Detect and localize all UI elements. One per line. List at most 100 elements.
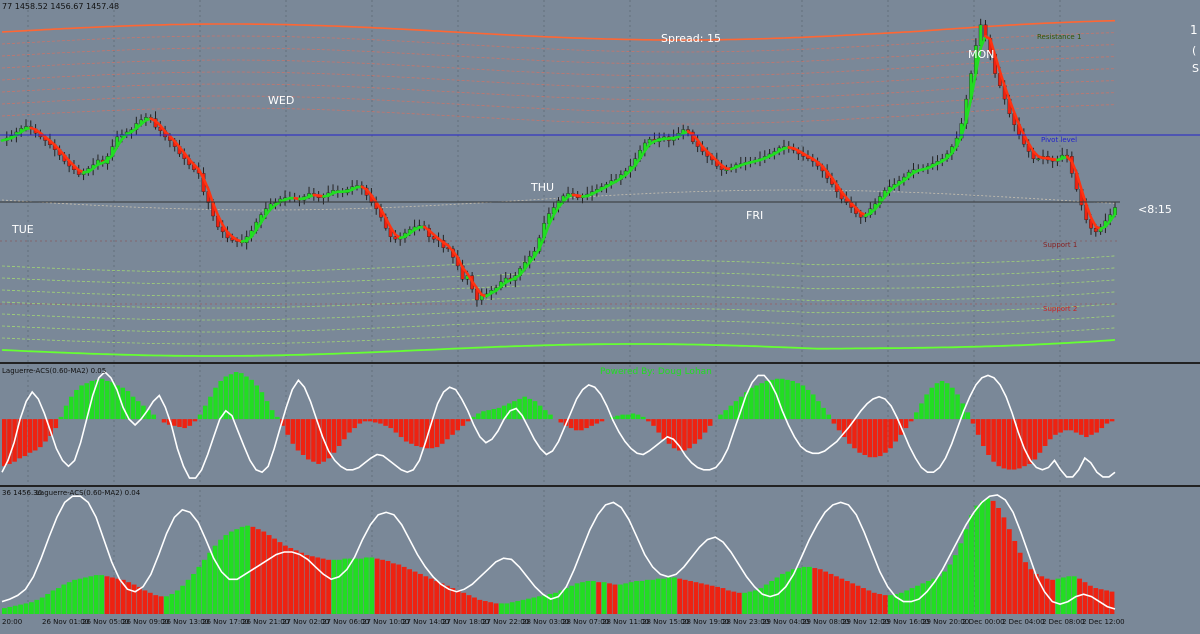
histogram-bar (574, 419, 579, 430)
histogram-bar (494, 603, 499, 614)
histogram-bar (99, 575, 104, 614)
support2-label: Support 2 (1043, 305, 1077, 313)
histogram-bar (2, 419, 7, 466)
day-label-tue: TUE (11, 223, 34, 236)
histogram-bar (337, 419, 342, 446)
histogram-bar (213, 388, 218, 419)
histogram-bar (883, 419, 888, 453)
day-label-fri: FRI (746, 209, 763, 222)
histogram-bar (296, 419, 301, 450)
histogram-bar (256, 529, 261, 614)
histogram-bar (640, 581, 645, 614)
histogram-bar (687, 419, 692, 448)
histogram-bar (526, 599, 531, 614)
histogram-bar (863, 419, 868, 455)
histogram-bar (920, 583, 925, 614)
histogram-bar (586, 581, 591, 614)
histogram-bar (110, 577, 115, 614)
histogram-bar (383, 419, 388, 426)
histogram-bar (517, 399, 522, 419)
histogram-bar (942, 572, 947, 614)
x-tick-label: 2 Dec 12:00 (1082, 618, 1125, 626)
histogram-bar (321, 559, 326, 614)
histogram-bar (718, 415, 723, 419)
histogram-bar (69, 397, 74, 419)
histogram-bar (1072, 576, 1077, 614)
histogram-bar (948, 565, 953, 614)
histogram-bar (291, 419, 296, 444)
histogram-bar (845, 581, 850, 614)
histogram-bar (575, 583, 580, 614)
histogram-bar (1029, 569, 1034, 614)
x-tick-label: 2 Dec 08:00 (1042, 618, 1085, 626)
histogram-bar (985, 499, 990, 614)
histogram-bar (980, 501, 985, 614)
histogram-bar (847, 419, 852, 444)
histogram-bar (83, 577, 88, 614)
histogram-bar (142, 590, 147, 614)
histogram-bar (386, 561, 391, 614)
histogram-bar (7, 607, 12, 614)
histogram-bar (811, 394, 816, 419)
histogram-bar (186, 580, 191, 614)
histogram-bar (955, 394, 960, 419)
histogram-bar (169, 594, 174, 614)
histogram-bar (964, 529, 969, 614)
histogram-bar (651, 419, 656, 426)
histogram-bar (710, 586, 715, 614)
histogram-bar (759, 383, 764, 419)
histogram-bar (893, 419, 898, 441)
histogram-bar (188, 419, 193, 426)
histogram-bar (731, 592, 736, 614)
histogram-bar (737, 593, 742, 614)
histogram-bar (1017, 419, 1022, 468)
histogram-bar (856, 586, 861, 614)
histogram-bar (261, 532, 266, 614)
histogram-bar (182, 419, 187, 428)
histogram-bar (976, 419, 981, 435)
right-edge-label-1: 1 (1190, 23, 1198, 37)
histogram-bar (704, 585, 709, 614)
histogram-bar (1069, 419, 1074, 430)
histogram-bar (615, 416, 620, 419)
histogram-bar (528, 399, 533, 419)
histogram-bar (193, 419, 198, 421)
histogram-bar (748, 592, 753, 614)
histogram-bar (708, 419, 713, 426)
resistance-label: Resistance 1 (1037, 33, 1081, 41)
histogram-bar (301, 419, 306, 455)
histogram-bar (806, 390, 811, 419)
histogram-bar (488, 602, 493, 614)
histogram-bar (595, 419, 600, 423)
histogram-bar (429, 579, 434, 614)
histogram-bar (283, 546, 288, 614)
histogram-bar (148, 593, 153, 614)
histogram-bar (249, 380, 254, 419)
histogram-bar (455, 419, 460, 430)
histogram-bar (986, 419, 991, 455)
histogram-bar (926, 581, 931, 614)
histogram-bar (868, 419, 873, 457)
histogram-bar (467, 595, 472, 614)
histogram-bar (646, 419, 651, 421)
histogram-bar (904, 419, 909, 428)
histogram-bar (483, 601, 488, 614)
histogram-bar (472, 598, 477, 614)
histogram-bar (991, 501, 996, 614)
histogram-bar (1012, 541, 1017, 614)
histogram-bar (299, 553, 304, 614)
histogram-bar (337, 560, 342, 614)
histogram-bar (1033, 419, 1038, 459)
histogram-bar (764, 585, 769, 614)
histogram-bar (723, 410, 728, 419)
histogram-bar (726, 590, 731, 614)
histogram-bar (692, 419, 697, 444)
histogram-bar (769, 581, 774, 614)
histogram-bar (229, 532, 234, 614)
histogram-bar (1048, 419, 1053, 439)
histogram-bar (531, 598, 536, 614)
histogram-bar (396, 565, 401, 614)
histogram-bar (1079, 419, 1084, 435)
